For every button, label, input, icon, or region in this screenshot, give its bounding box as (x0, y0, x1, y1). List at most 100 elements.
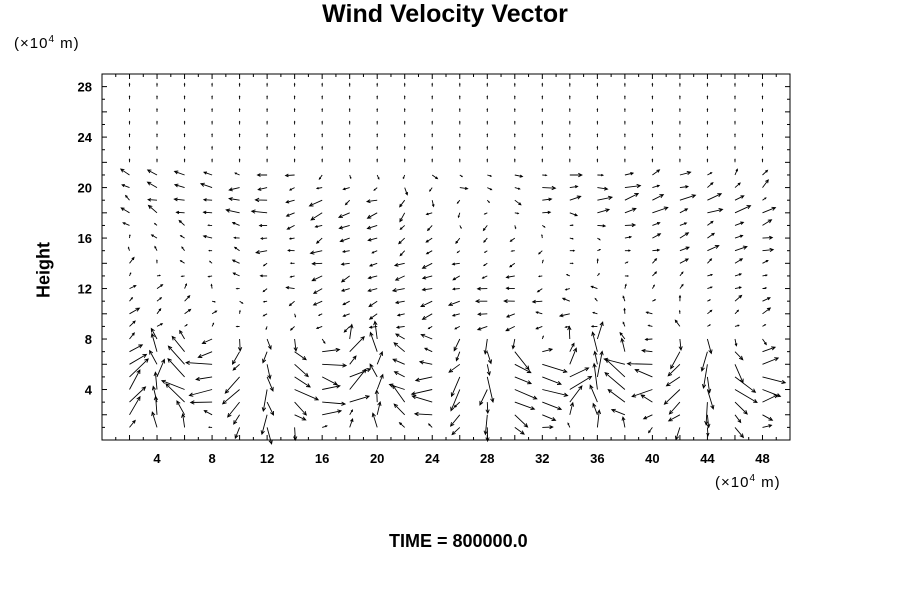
wind-vector-arrow (341, 250, 350, 253)
wind-vector-arrow (483, 237, 488, 243)
wind-vector-arrow (624, 207, 637, 214)
wind-vector-arrow (476, 286, 488, 291)
wind-vector-arrow (620, 337, 626, 352)
wind-vector-arrow (624, 120, 626, 125)
wind-vector-arrow (221, 389, 240, 405)
wind-vector-arrow (266, 338, 272, 350)
wind-vector-arrow (486, 82, 489, 87)
wind-vector-arrow (366, 212, 378, 219)
wind-vector-arrow (479, 389, 488, 406)
wind-vector-arrow (183, 120, 186, 125)
wind-vector-arrow (647, 427, 653, 434)
wind-vector-arrow (420, 333, 433, 340)
wind-vector-arrow (762, 169, 769, 176)
wind-vector-arrow (120, 207, 130, 214)
x-unit-suffix: m) (756, 474, 781, 491)
wind-vector-arrow (597, 272, 600, 277)
wind-vector-arrow (180, 275, 185, 278)
wind-vector-arrow (342, 300, 350, 306)
wind-vector-arrow (398, 237, 406, 245)
wind-vector-arrow (340, 262, 350, 266)
wind-vector-arrow (410, 389, 433, 396)
wind-vector-arrow (679, 95, 681, 100)
wind-vector-arrow (413, 411, 433, 417)
y-unit-suffix: m) (55, 35, 80, 52)
wind-vector-arrow (538, 250, 543, 255)
wind-vector-arrow (704, 402, 709, 426)
wind-vector-arrow (235, 325, 240, 328)
wind-vector-arrow (179, 329, 185, 340)
wind-vector-arrow (597, 224, 607, 228)
wind-vector-arrow (421, 262, 433, 269)
wind-vector-arrow (651, 158, 654, 163)
wind-vector-arrow (651, 82, 654, 87)
wind-vector-arrow (597, 186, 609, 191)
wind-vector-arrow (404, 187, 409, 196)
wind-vector-arrow (624, 183, 642, 189)
wind-vector-arrow (399, 250, 406, 257)
wind-vector-arrow (201, 338, 213, 344)
wind-vector-arrow (167, 357, 185, 378)
wind-vector-arrow (256, 173, 268, 177)
wind-vector-arrow (156, 358, 166, 378)
x-unit-prefix: (×10 (715, 474, 750, 491)
wind-vector-arrow (293, 338, 298, 353)
wind-vector-arrow (458, 133, 461, 138)
wind-vector-arrow (509, 262, 516, 268)
wind-vector-arrow (184, 324, 188, 327)
wind-vector-arrow (624, 249, 632, 252)
wind-vector-arrow (542, 363, 568, 373)
wind-vector-arrow (342, 187, 350, 191)
wind-vector-arrow (665, 376, 681, 387)
wind-vector-arrow (569, 375, 593, 390)
wind-vector-arrow (376, 400, 382, 415)
wind-vector-arrow (762, 297, 771, 302)
wind-vector-arrow (590, 325, 598, 328)
wind-vector-arrow (211, 107, 213, 112)
wind-vector-arrow (376, 95, 379, 100)
wind-vector-arrow (458, 120, 461, 125)
wind-vector-arrow (707, 286, 713, 290)
wind-vector-arrow (761, 95, 764, 100)
wind-vector-arrow (634, 368, 653, 378)
wind-vector-arrow (707, 172, 713, 176)
wind-vector-arrow (293, 133, 296, 138)
wind-vector-arrow (403, 82, 406, 87)
wind-vector-arrow (482, 225, 488, 232)
wind-vector-arrow (486, 145, 489, 150)
wind-vector-arrow (622, 321, 626, 327)
wind-vector-arrow (156, 95, 158, 100)
wind-vector-arrow (596, 133, 599, 138)
wind-vector-arrow (652, 169, 661, 176)
wind-vector-arrow (734, 427, 745, 439)
wind-vector-arrow (321, 120, 324, 125)
y-tick-label: 12 (78, 282, 92, 297)
x-tick-label: 4 (153, 451, 161, 466)
wind-vector-arrow (228, 197, 240, 201)
wind-vector-arrow (541, 95, 544, 100)
wind-vector-arrow (376, 158, 379, 163)
wind-vector-arrow (762, 307, 772, 315)
wind-vector-arrow (156, 259, 158, 264)
wind-vector-arrow (266, 401, 274, 416)
wind-vector-arrow (211, 310, 218, 315)
wind-vector-arrow (211, 145, 213, 150)
wind-vector-arrow (761, 133, 764, 138)
wind-vector-arrow (762, 274, 768, 277)
wind-vector-arrow (596, 321, 604, 340)
wind-vector-arrow (569, 224, 574, 227)
wind-vector-arrow (596, 258, 599, 264)
wind-vector-arrow (590, 285, 598, 290)
x-tick-label: 24 (425, 451, 440, 466)
wind-vector-arrow (156, 82, 158, 87)
wind-vector-arrow (150, 332, 158, 352)
wind-vector-arrow (542, 401, 563, 411)
wind-vector-arrow (293, 82, 296, 87)
x-tick-label: 28 (480, 451, 494, 466)
wind-vector-arrow (294, 389, 320, 401)
y-tick-label: 16 (78, 231, 92, 246)
wind-vector-arrow (156, 297, 163, 302)
wind-vector-arrow (311, 261, 323, 266)
wind-vector-arrow (456, 250, 461, 254)
wind-vector-arrow (314, 224, 323, 228)
